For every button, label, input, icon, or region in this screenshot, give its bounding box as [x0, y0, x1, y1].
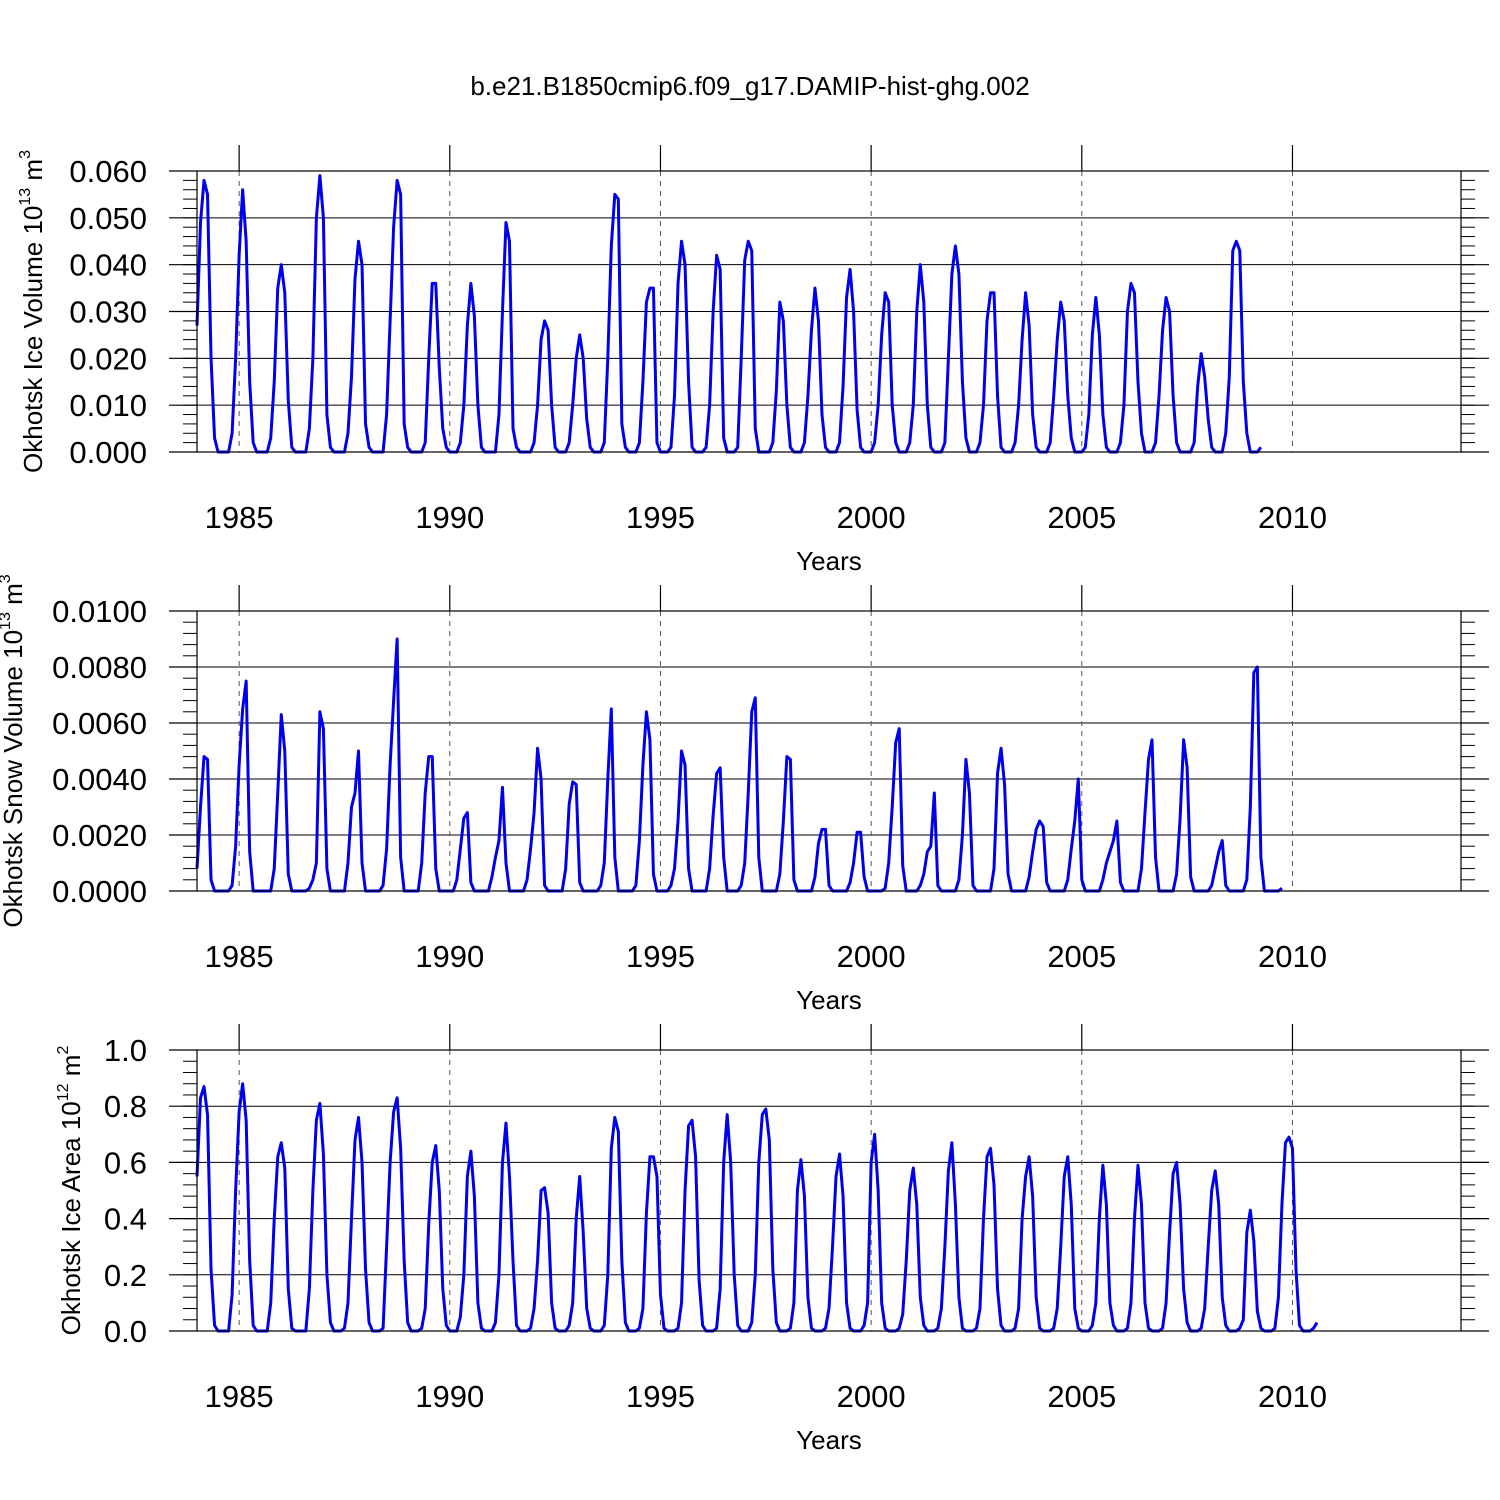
snow-volume-y-tick-label: 0.0040: [52, 762, 147, 797]
snow-volume-plot-frame: [196, 610, 1462, 892]
ice-area-y-tick-label: 0.8: [104, 1089, 147, 1124]
snow-volume-x-tick-label: 1990: [415, 939, 484, 974]
ice-area-x-axis: 1985 1990 1995 2000 2005 2010: [205, 1024, 1327, 1414]
ice-volume-gridlines: [197, 171, 1461, 452]
snow-volume-y-tick-label: 0.0000: [52, 874, 147, 909]
ice-area-plot-frame: [196, 1049, 1462, 1332]
ice-volume-x-axis-label: Years: [796, 546, 862, 576]
ice-area-x-tick-label: 2010: [1258, 1379, 1327, 1414]
snow-volume-y-axis-label: Okhotsk Snow Volume 1013 m3: [0, 574, 28, 927]
ice-area-x-tick-label: 2005: [1047, 1379, 1116, 1414]
snow-volume-x-tick-label: 2005: [1047, 939, 1116, 974]
ice-area-series-line: [195, 1082, 1319, 1333]
ice-volume-x-tick-label: 2005: [1047, 500, 1116, 535]
ice-volume-y-tick-label: 0.050: [69, 201, 147, 236]
snow-volume-y-tick-label: 0.0020: [52, 818, 147, 853]
ice-volume-x-tick-label: 2000: [837, 500, 906, 535]
ice-area-x-tick-label: 1995: [626, 1379, 695, 1414]
ice-area-x-axis-label: Years: [796, 1425, 862, 1455]
snow-volume-x-tick-label: 1995: [626, 939, 695, 974]
ice-area-y-tick-label: 0.6: [104, 1145, 147, 1180]
ice-area-y-tick-label: 0.2: [104, 1258, 147, 1293]
ice-area-y-axis: 0.0 0.2 0.4 0.6 0.8 1.0: [104, 1033, 1489, 1349]
ice-area-panel: 0.0 0.2 0.4 0.6 0.8 1.0 1985 1990 1995 2000 2005 2…: [55, 1024, 1489, 1455]
ice-volume-x-tick-label: 2010: [1258, 500, 1327, 535]
ice-volume-x-axis: 1985 1990 1995 2000 2005 2010: [205, 145, 1327, 535]
ice-volume-y-axis-label: Okhotsk Ice Volume 1013 m3: [17, 150, 48, 473]
ice-volume-plot-frame: [196, 170, 1462, 453]
ice-volume-x-tick-label: 1990: [415, 500, 484, 535]
snow-volume-y-tick-label: 0.0100: [52, 594, 147, 629]
snow-volume-y-axis: 0.0000 0.0020 0.0040 0.0060 0.0080 0.0100: [52, 594, 1489, 909]
figure-title: b.e21.B1850cmip6.f09_g17.DAMIP-hist-ghg.…: [470, 71, 1029, 101]
snow-volume-y-tick-label: 0.0060: [52, 706, 147, 741]
snow-volume-x-tick-label: 1985: [205, 939, 274, 974]
ice-area-y-axis-label: Okhotsk Ice Area 1012 m2: [55, 1046, 86, 1336]
ice-volume-y-tick-label: 0.060: [69, 154, 147, 189]
ice-volume-y-tick-label: 0.010: [69, 388, 147, 423]
ice-area-x-tick-label: 1990: [415, 1379, 484, 1414]
ice-volume-y-axis: 0.000 0.010 0.020 0.030 0.040 0.050 0.060: [69, 154, 1489, 470]
snow-volume-x-axis: 1985 1990 1995 2000 2005 2010: [205, 585, 1327, 974]
ice-volume-panel: 0.000 0.010 0.020 0.030 0.040 0.050 0.060 1985…: [17, 145, 1489, 576]
ice-volume-y-tick-label: 0.040: [69, 248, 147, 283]
ice-area-x-tick-label: 2000: [837, 1379, 906, 1414]
ice-area-y-tick-label: 1.0: [104, 1033, 147, 1068]
ice-area-x-tick-label: 1985: [205, 1379, 274, 1414]
ice-volume-y-tick-label: 0.000: [69, 435, 147, 470]
ice-volume-y-tick-label: 0.020: [69, 341, 147, 376]
snow-volume-y-tick-label: 0.0080: [52, 650, 147, 685]
ice-volume-x-tick-label: 1985: [205, 500, 274, 535]
ice-volume-y-tick-label: 0.030: [69, 295, 147, 330]
ice-area-y-tick-label: 0.4: [104, 1202, 147, 1237]
snow-volume-x-tick-label: 2010: [1258, 939, 1327, 974]
snow-volume-panel: 0.0000 0.0020 0.0040 0.0060 0.0080 0.0100 198…: [0, 574, 1489, 1015]
snow-volume-x-tick-label: 2000: [837, 939, 906, 974]
ice-area-y-tick-label: 0.0: [104, 1314, 147, 1349]
snow-volume-x-axis-label: Years: [796, 985, 862, 1015]
ice-volume-x-tick-label: 1995: [626, 500, 695, 535]
